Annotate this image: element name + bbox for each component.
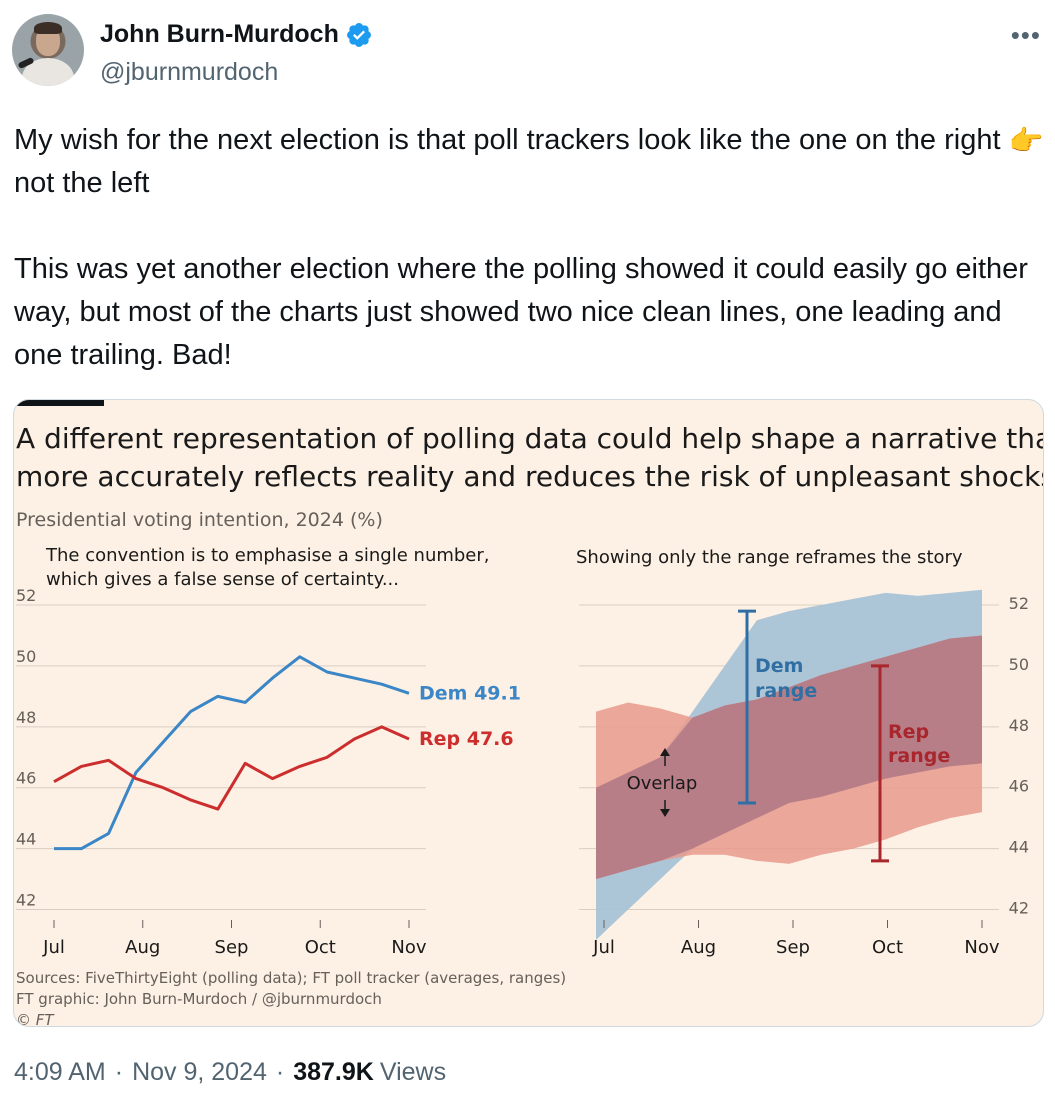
overlap-arrowhead-up — [660, 748, 670, 756]
tweet-text: My wish for the next election is that po… — [14, 118, 1044, 377]
tweet-paragraph-2: This was yet another election where the … — [14, 253, 1028, 371]
left-y-tick-label: 50 — [16, 647, 36, 666]
left-chart-subtitle-2: which gives a false sense of certainty..… — [46, 569, 399, 590]
overlap-arrowhead-down — [660, 809, 670, 817]
left-chart-x-axis: Jul Aug Sep Oct Nov — [42, 920, 427, 958]
tweet-time[interactable]: 4:09 AM — [14, 1058, 106, 1086]
right-y-tick-label: 42 — [1009, 899, 1029, 918]
left-chart-subtitle-1: The convention is to emphasise a single … — [45, 545, 490, 566]
left-y-tick-label: 44 — [16, 830, 36, 849]
left-x-tick-label: Oct — [305, 937, 336, 958]
views-count: 387.9K — [293, 1058, 374, 1086]
verified-badge-icon[interactable] — [345, 21, 373, 49]
left-series-line-rep — [53, 725, 410, 811]
tweet-line-1a: My wish for the next election is that po… — [14, 124, 937, 156]
author-name[interactable]: John Burn-Murdoch — [100, 20, 339, 48]
rep-range-label-2: range — [888, 745, 950, 767]
separator-dot: · — [275, 1058, 285, 1086]
rep-range-label-1: Rep — [888, 721, 929, 743]
separator-dot: · — [114, 1058, 124, 1086]
pointing-right-emoji-icon: 👉 — [1008, 125, 1044, 156]
left-series-label-dem: Dem 49.1 — [419, 682, 521, 704]
chart-image-card[interactable]: A different representation of polling da… — [13, 399, 1044, 1027]
right-chart-subtitle: Showing only the range reframes the stor… — [576, 547, 963, 568]
right-x-tick-label: Nov — [964, 937, 999, 958]
right-y-tick-label: 50 — [1009, 655, 1029, 674]
left-series-label-rep: Rep 47.6 — [419, 728, 514, 750]
left-chart-series: Dem 49.1 Rep 47.6 — [53, 655, 521, 851]
source-line-3: © FT — [16, 1011, 55, 1027]
left-series-line-dem — [54, 655, 410, 851]
polling-chart: A different representation of polling da… — [16, 422, 1044, 1027]
left-x-tick-label: Aug — [125, 937, 160, 958]
right-chart-areas — [596, 589, 982, 940]
left-y-tick-label: 42 — [16, 891, 36, 910]
right-y-tick-label: 52 — [1009, 594, 1029, 613]
author-name-row: John Burn-Murdoch — [100, 20, 373, 49]
views-label: Views — [379, 1058, 447, 1086]
right-y-tick-label: 48 — [1009, 716, 1029, 735]
left-x-tick-label: Sep — [215, 937, 249, 958]
dem-range-label-1: Dem — [755, 655, 803, 677]
card-subtitle: Presidential voting intention, 2024 (%) — [16, 509, 383, 531]
left-x-tick-label: Nov — [391, 937, 426, 958]
card-title-line-1: A different representation of polling da… — [16, 422, 1044, 455]
tweet-date[interactable]: Nov 9, 2024 — [132, 1058, 267, 1086]
more-options-icon[interactable]: ••• — [1010, 20, 1041, 50]
ft-top-bar — [14, 400, 104, 406]
right-x-tick-label: Sep — [776, 937, 810, 958]
left-x-tick-label: Jul — [42, 937, 65, 958]
source-line-1: Sources: FiveThirtyEight (polling data);… — [16, 969, 566, 987]
avatar[interactable] — [12, 14, 84, 86]
author-handle[interactable]: @jburnmurdoch — [100, 58, 279, 86]
tweet-line-1b: right — [944, 124, 1001, 156]
right-x-tick-label: Jul — [592, 937, 615, 958]
tweet-line-1c: not the left — [14, 167, 150, 199]
dem-range-label-2: range — [755, 680, 817, 702]
right-y-tick-label: 46 — [1009, 777, 1029, 796]
source-line-2: FT graphic: John Burn-Murdoch / @jburnmu… — [16, 990, 382, 1008]
left-y-tick-label: 48 — [16, 708, 36, 727]
tweet-header: John Burn-Murdoch @jburnmurdoch ••• — [12, 14, 1043, 90]
overlap-band — [596, 635, 982, 880]
left-chart-grid: 42 44 46 48 50 52 — [16, 586, 426, 911]
tweet-footer: 4:09 AM · Nov 9, 2024 · 387.9K Views — [14, 1058, 446, 1087]
card-title-line-2: more accurately reflects reality and red… — [16, 460, 1044, 493]
right-y-tick-label: 44 — [1009, 838, 1029, 857]
right-x-tick-label: Aug — [681, 937, 716, 958]
right-chart-x-axis: Jul Aug Sep Oct Nov — [592, 920, 1000, 958]
left-y-tick-label: 52 — [16, 586, 36, 605]
overlap-label: Overlap — [627, 773, 698, 794]
right-x-tick-label: Oct — [872, 937, 903, 958]
left-y-tick-label: 46 — [16, 769, 36, 788]
